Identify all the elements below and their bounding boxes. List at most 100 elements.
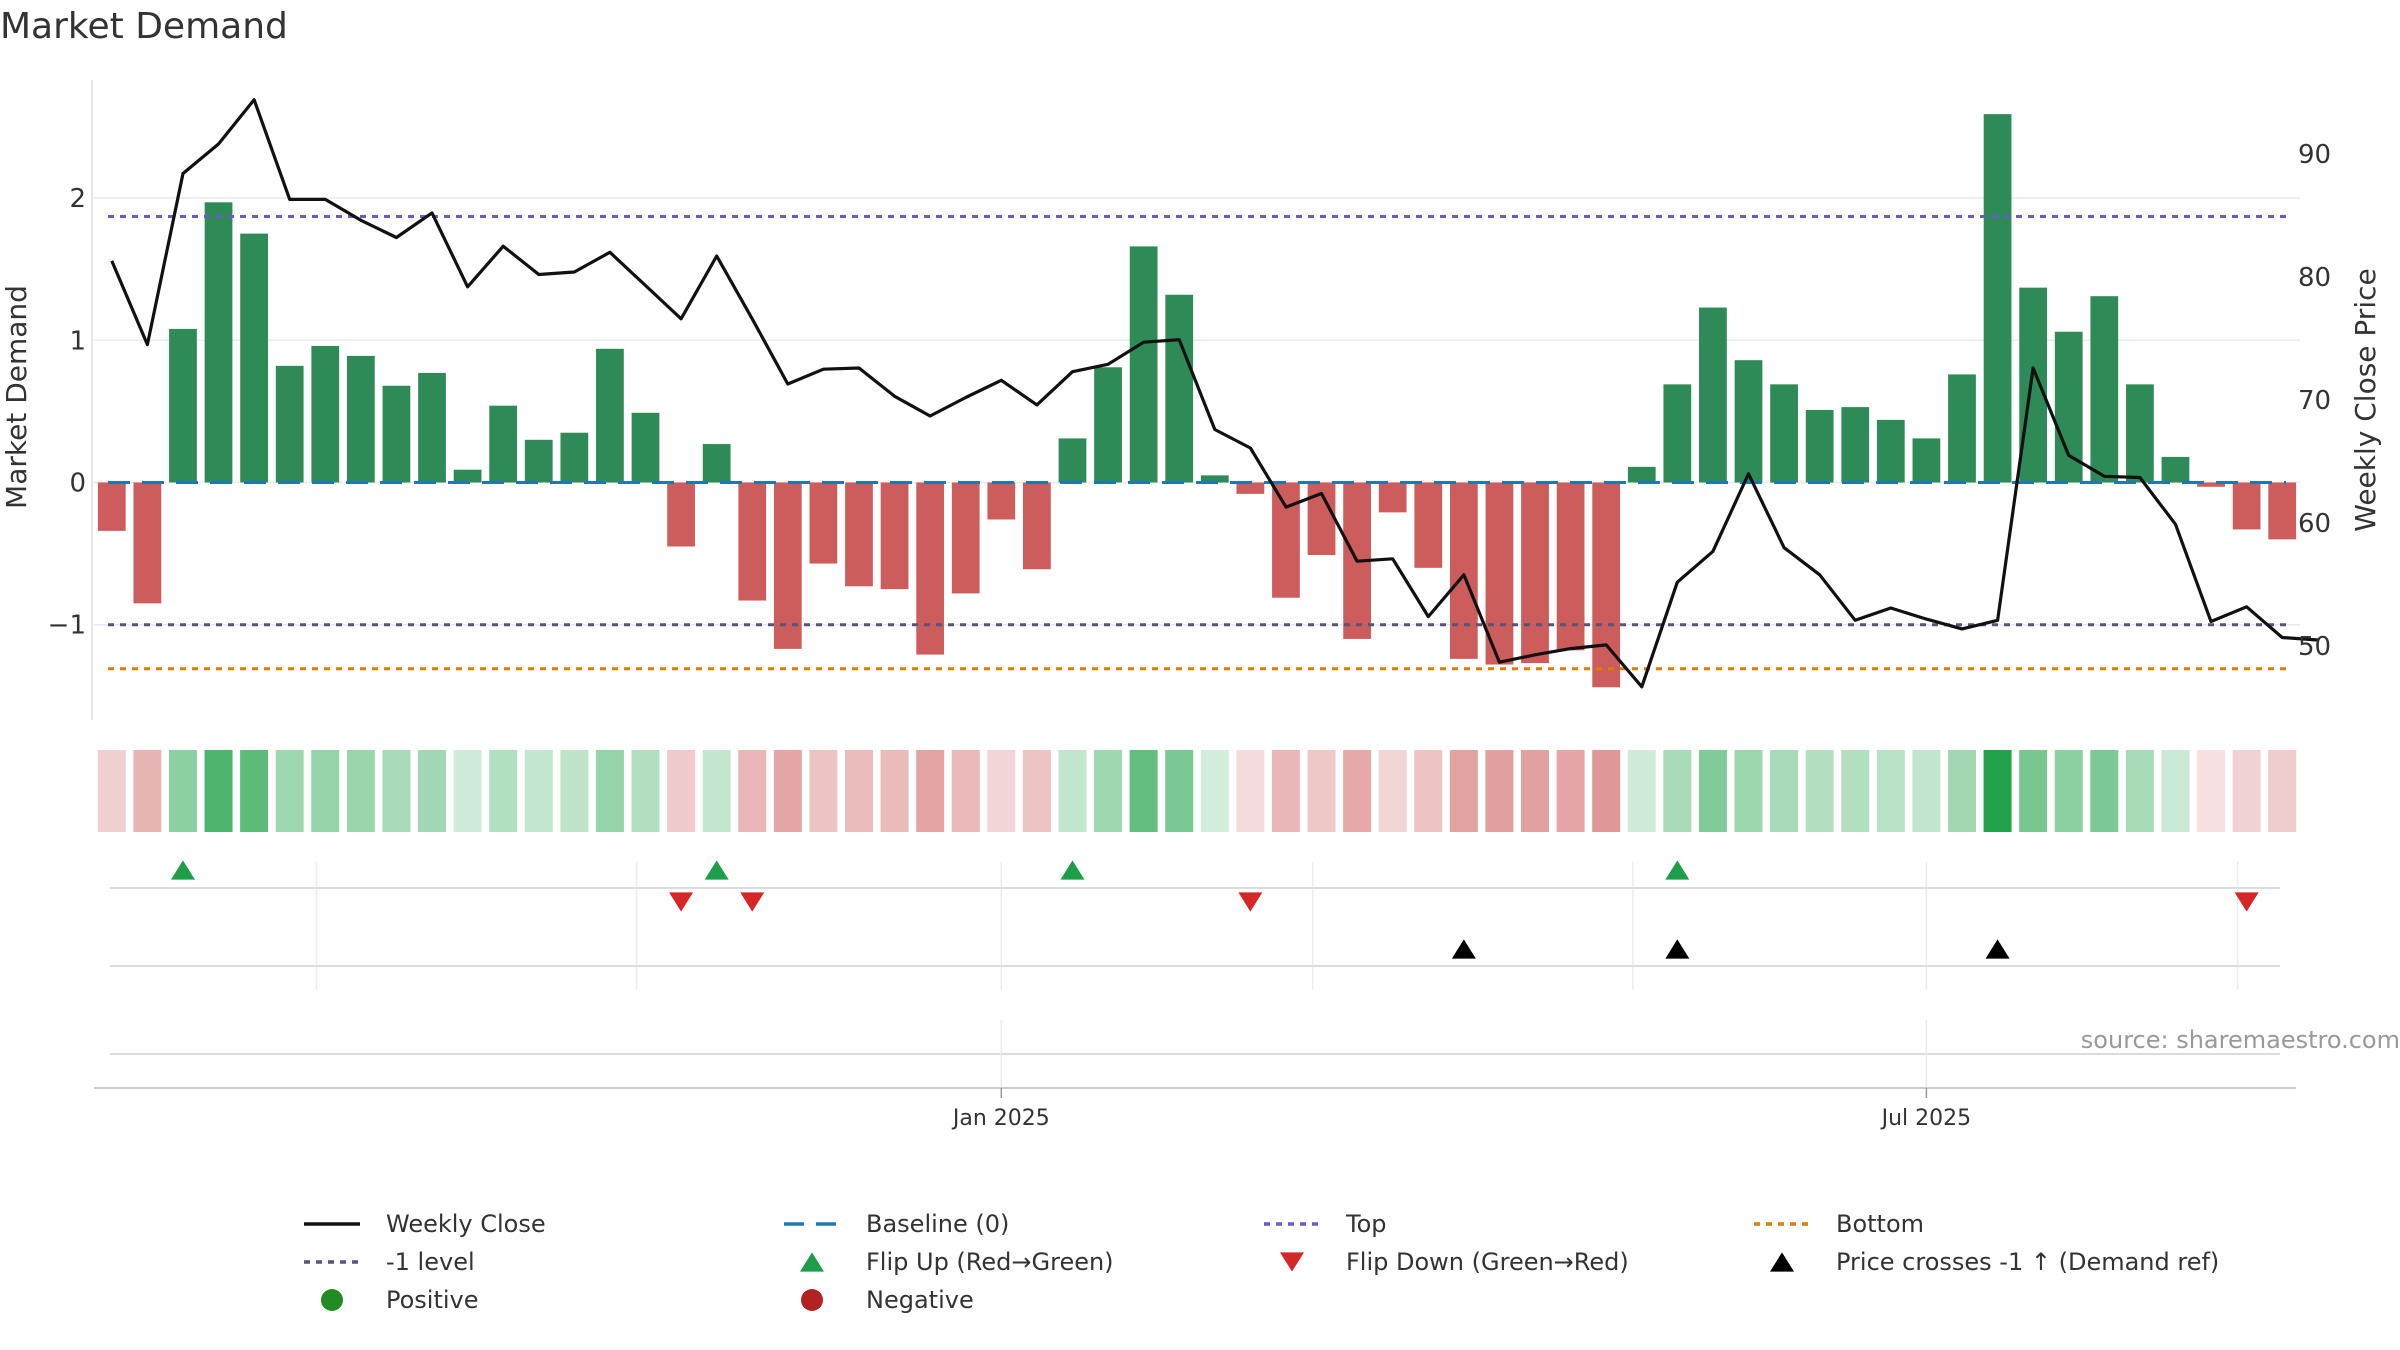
heat-cell [1627, 750, 1656, 832]
bar-positive [2054, 331, 2083, 483]
bar-negative [667, 482, 695, 547]
bar-negative [2268, 482, 2297, 540]
heat-cell [489, 750, 518, 832]
heat-cell [1165, 750, 1194, 832]
bar-positive [240, 233, 268, 483]
bar-positive [702, 444, 731, 483]
heat-cell [809, 750, 838, 832]
flip-down-marker [669, 892, 694, 912]
bar-positive [1094, 367, 1122, 483]
x-tick-label: Jan 2025 [951, 1106, 1050, 1131]
heat-cell [453, 750, 482, 832]
heat-cell [880, 750, 909, 832]
legend-item: Negative [780, 1286, 974, 1314]
heat-cell [346, 750, 375, 832]
bar-negative [1272, 482, 1300, 598]
y2-tick-label: 50 [2298, 632, 2331, 662]
bar-positive [1770, 384, 1798, 483]
bar-negative [738, 482, 767, 601]
bar-positive [275, 365, 304, 483]
bar-positive [1805, 409, 1834, 483]
bar-positive [631, 412, 660, 483]
bar-positive [1200, 475, 1229, 483]
bar-positive [1912, 438, 1941, 483]
y2-tick-label: 70 [2298, 386, 2331, 416]
bar-positive [346, 355, 375, 483]
bar-negative [1592, 482, 1621, 688]
heat-cell [1592, 750, 1621, 832]
legend-swatch [1280, 1252, 1304, 1272]
bar-positive [524, 439, 553, 483]
legend-label: Positive [386, 1286, 479, 1314]
heat-cell [560, 750, 589, 832]
legend-swatch [784, 1222, 840, 1226]
y2-tick-label: 90 [2298, 140, 2331, 170]
heat-cell [1271, 750, 1300, 832]
bar-positive [1983, 114, 2012, 483]
bar-positive [169, 328, 197, 483]
bar-positive [1627, 466, 1656, 483]
flip-up-marker [1060, 860, 1085, 880]
bar-positive [2019, 287, 2048, 483]
legend-item: Weekly Close [300, 1210, 546, 1238]
bar-positive [382, 385, 411, 483]
legend-label: Flip Down (Green→Red) [1346, 1248, 1629, 1276]
bar-positive [560, 432, 589, 483]
bar-negative [951, 482, 980, 594]
heat-cell [1983, 750, 2012, 832]
bar-negative [2197, 482, 2225, 487]
y2-tick-label: 80 [2298, 263, 2331, 293]
y-tick-label: 0 [69, 468, 86, 498]
heat-cell [631, 750, 660, 832]
heat-cell [418, 750, 447, 832]
heat-cell [1343, 750, 1372, 832]
legend-swatch [1754, 1222, 1810, 1226]
heat-cell [595, 750, 624, 832]
bar-positive [489, 405, 518, 483]
flip-down-marker [2234, 892, 2259, 912]
legend-item: Top [1260, 1210, 1387, 1238]
bar-positive [1734, 360, 1763, 483]
bar-positive [1948, 374, 1976, 483]
legend-swatch [801, 1289, 823, 1311]
legend-swatch [304, 1222, 360, 1226]
bar-negative [845, 482, 873, 587]
legend-label: Bottom [1836, 1210, 1925, 1238]
bar-negative [809, 482, 838, 564]
bar-negative [1414, 482, 1443, 568]
legend-item: Positive [300, 1286, 479, 1314]
heat-cell [1698, 750, 1727, 832]
heat-cell [2125, 750, 2154, 832]
heat-cell [2054, 750, 2083, 832]
legend-item: Bottom [1750, 1210, 1924, 1238]
heat-cell [168, 750, 197, 832]
heat-cell [2268, 750, 2297, 832]
bar-negative [773, 482, 802, 649]
y-tick-label: 1 [69, 326, 86, 356]
secondary-y-axis-label: Weekly Close Price [2349, 268, 2382, 531]
bar-positive [2126, 384, 2154, 483]
heat-cell [1734, 750, 1763, 832]
heat-cell [1663, 750, 1692, 832]
flip-up-marker [170, 860, 195, 880]
heat-cell [1841, 750, 1870, 832]
heat-cell [1129, 750, 1158, 832]
flip-down-marker [740, 892, 765, 912]
heat-cell [382, 750, 411, 832]
chart-legend: Weekly Close Baseline (0) Top Bottom -1 leve… [300, 1210, 2240, 1330]
bar-positive [1841, 407, 1870, 483]
heat-cell [1770, 750, 1799, 832]
heat-cell [1485, 750, 1514, 832]
bar-negative [1378, 482, 1407, 513]
heat-cell [1414, 750, 1443, 832]
heat-cell [1449, 750, 1478, 832]
bar-negative [880, 482, 909, 590]
bar-positive [453, 469, 482, 483]
heat-cell [1805, 750, 1834, 832]
y-axis-label: Market Demand [0, 285, 33, 509]
chart-title: Market Demand [0, 6, 288, 47]
heat-cell [702, 750, 731, 832]
legend-item: Flip Up (Red→Green) [780, 1248, 1114, 1276]
bar-negative [916, 482, 945, 655]
